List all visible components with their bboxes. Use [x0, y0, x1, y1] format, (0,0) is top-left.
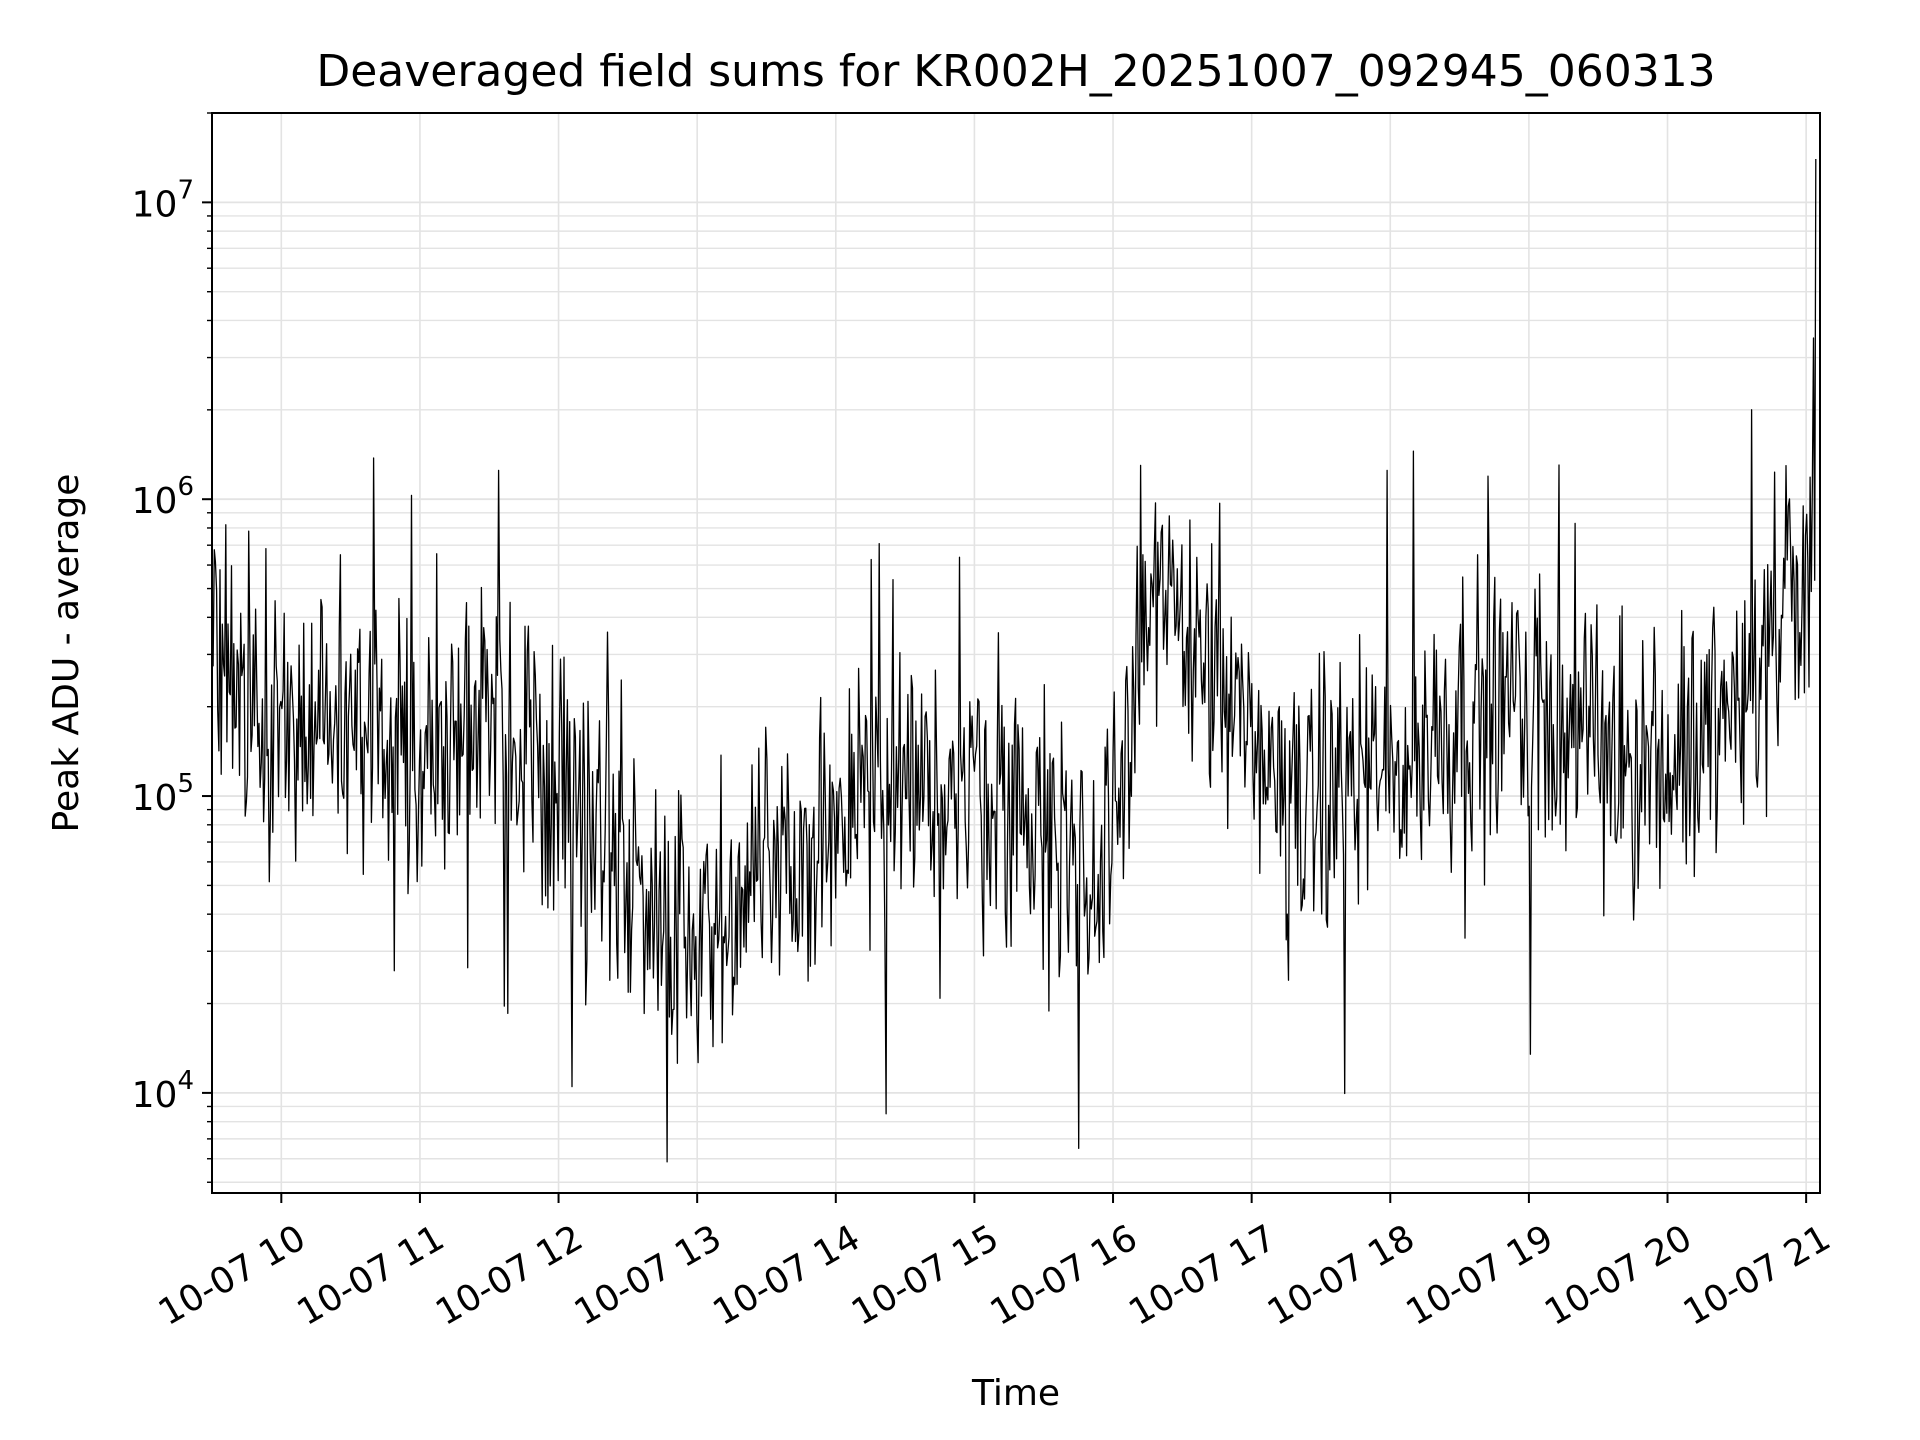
y-axis-label: Peak ADU - average	[46, 474, 87, 833]
line-layer	[211, 158, 1817, 1163]
chart-title: Deaveraged field sums for KR002H_2025100…	[316, 46, 1715, 97]
series-line	[211, 158, 1817, 1163]
grid-layer	[212, 112, 1820, 1193]
y-tick-label: 106	[132, 472, 194, 522]
y-tick-label: 107	[132, 175, 194, 225]
plot-frame	[211, 112, 1821, 1194]
y-tick-label: 105	[132, 769, 194, 819]
x-axis-label: Time	[971, 1373, 1060, 1414]
y-tick-label: 104	[132, 1066, 194, 1116]
y-axis: 104 105 106 107	[132, 112, 212, 1183]
